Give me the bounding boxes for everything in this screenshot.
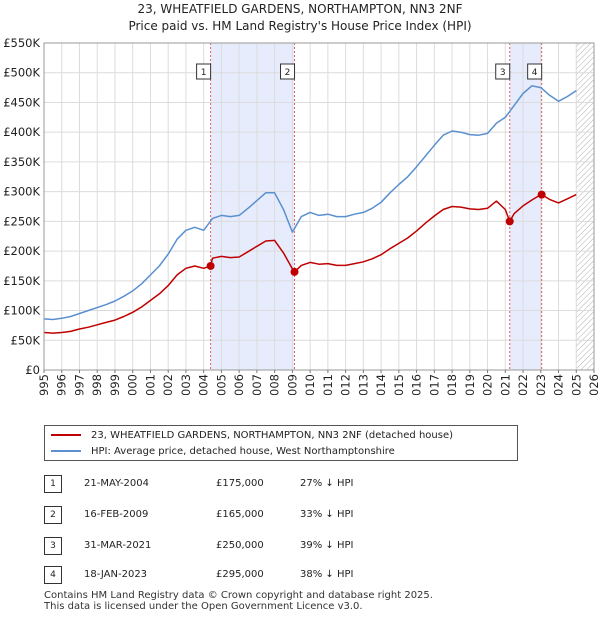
x-tick-label: 2025 [569, 374, 583, 395]
x-tick-label: 2024 [552, 374, 566, 395]
legend-label-hpi: HPI: Average price, detached house, West… [91, 446, 395, 457]
x-tick-label: 2015 [392, 374, 406, 395]
chart-title: 23, WHEATFIELD GARDENS, NORTHAMPTON, NN3… [137, 2, 463, 16]
x-tick-label: 2012 [339, 374, 353, 395]
footer-license: This data is licensed under the Open Gov… [44, 601, 363, 612]
x-tick-label: 2008 [268, 374, 282, 395]
legend-swatch-hpi [51, 450, 81, 452]
x-tick-label: 1998 [90, 374, 104, 395]
transaction-row: 4 18-JAN-2023 £295,000 38% ↓ HPI [44, 566, 404, 584]
transaction-number-badge: 4 [44, 566, 62, 584]
x-tick-label: 2020 [481, 374, 495, 395]
transaction-hpi-diff: 33% ↓ HPI [300, 509, 354, 520]
x-tick-label: 2019 [463, 374, 477, 395]
legend-item-hpi: HPI: Average price, detached house, West… [51, 445, 395, 459]
hpi-line [44, 85, 577, 321]
sale-label: 3 [500, 68, 506, 78]
transaction-row: 3 31-MAR-2021 £250,000 39% ↓ HPI [44, 537, 404, 555]
transaction-price: £295,000 [216, 569, 264, 580]
sale-label-box [196, 63, 212, 80]
sale-label: 4 [532, 68, 538, 78]
transaction-date: 21-MAY-2004 [84, 478, 150, 489]
sale-label-box [527, 63, 543, 80]
transaction-number-badge: 1 [44, 475, 62, 493]
transaction-row: 1 21-MAY-2004 £175,000 27% ↓ HPI [44, 475, 404, 493]
sale-label-box [280, 63, 296, 80]
x-tick-label: 1996 [55, 374, 69, 395]
x-tick-label: 2023 [534, 374, 548, 395]
x-tick-label: 2009 [285, 374, 299, 395]
legend-item-property: 23, WHEATFIELD GARDENS, NORTHAMPTON, NN3… [51, 429, 453, 443]
transaction-row: 2 16-FEB-2009 £165,000 33% ↓ HPI [44, 506, 404, 524]
x-tick-label: 2016 [410, 374, 424, 395]
transaction-hpi-diff: 38% ↓ HPI [300, 569, 354, 580]
y-tick-label: £100K [3, 304, 40, 318]
sale-point [290, 267, 299, 276]
chart-subtitle: Price paid vs. HM Land Registry's House … [128, 19, 472, 33]
transaction-price: £165,000 [216, 509, 264, 520]
sale-point [206, 261, 215, 270]
transaction-number-badge: 3 [44, 537, 62, 555]
x-tick-label: 2011 [321, 374, 335, 395]
transaction-date: 31-MAR-2021 [84, 540, 152, 551]
y-tick-label: £350K [3, 155, 40, 169]
x-tick-label: 2021 [498, 374, 512, 395]
x-tick-label: 2013 [356, 374, 370, 395]
price-chart: 1 2 3 4 £0 £50K £100K £150K £200K £250K £300K £350K… [3, 36, 600, 395]
x-tick-label: 2010 [303, 374, 317, 395]
transaction-date: 18-JAN-2023 [84, 569, 148, 580]
x-tick-label: 2017 [427, 374, 441, 395]
x-tick-label: 2026 [587, 374, 600, 395]
legend: 23, WHEATFIELD GARDENS, NORTHAMPTON, NN3… [44, 425, 518, 461]
transaction-hpi-diff: 39% ↓ HPI [300, 540, 354, 551]
y-tick-label: £550K [3, 36, 40, 50]
x-tick-label: 1995 [37, 374, 51, 395]
x-tick-label: 1999 [108, 374, 122, 395]
forecast-hatch [576, 43, 594, 370]
sale-label: 2 [285, 68, 291, 78]
y-tick-label: £300K [3, 185, 40, 199]
x-tick-label: 2022 [516, 374, 530, 395]
y-tick-label: £450K [3, 95, 40, 109]
transaction-number-badge: 2 [44, 506, 62, 524]
x-tick-label: 2014 [374, 374, 388, 395]
transaction-date: 16-FEB-2009 [84, 509, 149, 520]
property-price-line [44, 193, 577, 334]
y-tick-label: £200K [3, 244, 40, 258]
y-tick-label: £250K [3, 214, 40, 228]
x-tick-label: 2005 [214, 374, 228, 395]
sale-point [505, 217, 514, 226]
x-tick-label: 2018 [445, 374, 459, 395]
x-tick-label: 2001 [143, 374, 157, 395]
sale-label-box [495, 63, 511, 80]
plot-frame [43, 42, 595, 371]
x-tick-label: 2006 [232, 374, 246, 395]
ownership-shade [509, 43, 542, 370]
x-tick-label: 2000 [126, 374, 140, 395]
y-tick-label: £150K [3, 274, 40, 288]
x-tick-label: 2003 [179, 374, 193, 395]
x-tick-label: 2004 [197, 374, 211, 395]
legend-label-property: 23, WHEATFIELD GARDENS, NORTHAMPTON, NN3… [91, 430, 454, 441]
transaction-hpi-diff: 27% ↓ HPI [300, 478, 354, 489]
ownership-shade [210, 43, 295, 370]
sale-label: 1 [201, 68, 207, 78]
footer-copyright: Contains HM Land Registry data © Crown c… [44, 590, 433, 601]
y-tick-label: £400K [3, 125, 40, 139]
y-tick-label: £500K [3, 66, 40, 80]
y-tick-label: £0 [25, 363, 40, 377]
legend-swatch-property [51, 434, 81, 436]
transaction-price: £175,000 [216, 478, 264, 489]
x-tick-label: 2007 [250, 374, 264, 395]
sale-point [537, 190, 546, 199]
transaction-price: £250,000 [216, 540, 264, 551]
x-tick-label: 1997 [72, 374, 86, 395]
y-tick-label: £50K [11, 333, 41, 347]
x-tick-label: 2002 [161, 374, 175, 395]
